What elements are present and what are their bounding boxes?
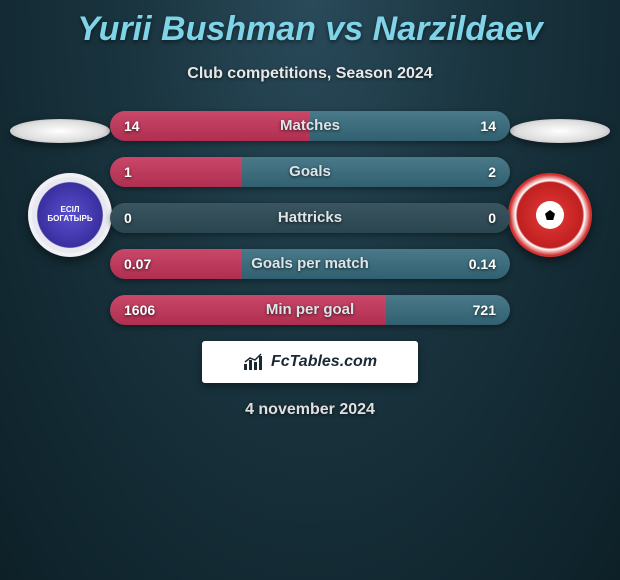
stat-row: 12Goals — [110, 157, 510, 187]
stats-list: 1414Matches 12Goals 00Hattricks 0.070.14Goa… — [110, 111, 510, 325]
club-badge-right — [508, 173, 592, 257]
club-badge-left: ЕСІЛ БОГАТЫРЬ — [28, 173, 112, 257]
stat-row: 1606721Min per goal — [110, 295, 510, 325]
date-label: 4 november 2024 — [0, 401, 620, 419]
stat-label: Goals — [110, 157, 510, 187]
stat-row: 1414Matches — [110, 111, 510, 141]
stat-label: Hattricks — [110, 203, 510, 233]
stat-label: Matches — [110, 111, 510, 141]
page-title: Yurii Bushman vs Narzildaev — [0, 0, 620, 49]
subtitle: Club competitions, Season 2024 — [0, 65, 620, 83]
brand-text: FcTables.com — [271, 353, 377, 371]
brand-badge[interactable]: FcTables.com — [202, 341, 418, 383]
stat-row: 00Hattricks — [110, 203, 510, 233]
soccer-ball-icon — [536, 201, 564, 229]
club-badge-left-text: ЕСІЛ БОГАТЫРЬ — [47, 206, 92, 224]
stat-label: Goals per match — [110, 249, 510, 279]
stat-row: 0.070.14Goals per match — [110, 249, 510, 279]
comparison-panel: ЕСІЛ БОГАТЫРЬ 1414Matches 12Goals 00Hattri… — [0, 111, 620, 325]
player-photo-right — [510, 119, 610, 143]
chart-icon — [243, 353, 265, 371]
stat-label: Min per goal — [110, 295, 510, 325]
player-photo-left — [10, 119, 110, 143]
